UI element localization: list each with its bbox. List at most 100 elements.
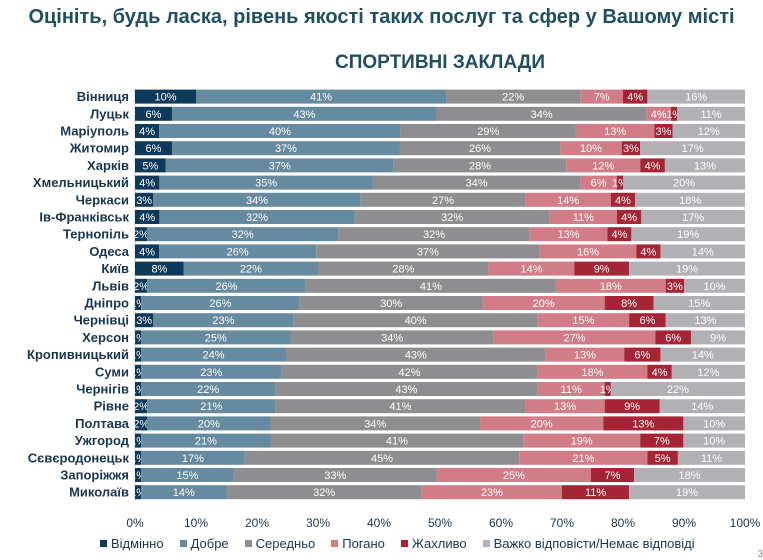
bar-rect [135, 192, 154, 207]
bar-segment: 14% [660, 244, 745, 259]
data-label: 32% [232, 229, 254, 241]
bar-rect [664, 158, 745, 173]
data-label: 13% [694, 315, 716, 327]
data-label: 28% [469, 160, 491, 172]
data-label: 4% [611, 229, 627, 241]
bar-rect [135, 89, 196, 104]
bar-segment: 3% [621, 141, 641, 156]
bar-rect [135, 296, 142, 310]
bar-rect [360, 192, 526, 207]
legend-label: Добре [190, 536, 229, 551]
bar-rect [636, 244, 661, 259]
category-label: Одеса [89, 244, 129, 259]
bar-rect [140, 330, 291, 345]
data-label: 4% [621, 212, 637, 224]
bar-rect [574, 261, 630, 276]
data-label: 35% [255, 178, 277, 190]
data-label: 20% [533, 298, 555, 310]
bar-rect [560, 141, 622, 156]
bar-segment: 15% [141, 468, 234, 482]
bar-rect [135, 330, 141, 345]
bar-segment: 26% [159, 244, 317, 259]
bar-segment: 13% [575, 124, 655, 138]
bar-segment: 5% [135, 158, 166, 173]
data-label: 7% [605, 470, 621, 482]
bar-rect [159, 124, 401, 138]
bar-rect [399, 141, 561, 156]
bar-segment: 34% [270, 416, 481, 431]
data-label: 15% [176, 470, 198, 482]
x-tick-label: 0% [126, 516, 144, 530]
bar-rect [275, 382, 538, 396]
data-label: 16% [685, 92, 707, 104]
category-label: Рівне [94, 399, 129, 414]
legend-swatch [100, 540, 107, 547]
bar-segment: 11% [549, 210, 617, 224]
data-label: 12% [698, 126, 720, 138]
bar-rect [305, 278, 556, 293]
bar-rect [135, 450, 142, 465]
bar-rect [226, 485, 422, 500]
bar-segment: 25% [436, 468, 591, 482]
bar-segment: 34% [153, 192, 361, 207]
bar-segment: 11% [537, 382, 605, 396]
data-label: 11% [561, 384, 582, 396]
bar-segment: 13% [664, 158, 745, 173]
category-label: Сєвєродонецьк [28, 450, 130, 465]
bar-rect [616, 175, 623, 190]
bar-rect [393, 158, 567, 173]
bar-segment: 41% [196, 89, 447, 104]
bar-segment: 18% [635, 192, 745, 207]
data-label: 26% [469, 143, 491, 155]
bar-rect [135, 244, 160, 259]
data-label: 14% [692, 246, 714, 258]
bar-rect [316, 244, 540, 259]
bar-segment: 4% [636, 244, 661, 259]
bar-rect [683, 416, 745, 431]
data-label: 4% [139, 178, 155, 190]
bar-segment: 6% [580, 175, 617, 190]
data-label: 18% [679, 195, 701, 207]
bar-rect [659, 399, 745, 414]
bar-segment: 43% [171, 106, 437, 121]
bar-segment: 40% [293, 313, 538, 328]
bar-rect [153, 313, 294, 328]
category-label: Кропивницький [27, 347, 129, 362]
x-tick-label: 20% [245, 516, 269, 530]
bar-rect [640, 158, 665, 173]
bar-rect [555, 278, 666, 293]
x-tick-label: 40% [367, 516, 391, 530]
x-tick-label: 90% [672, 516, 696, 530]
bar-segment: 5% [647, 450, 678, 465]
data-label: 6% [639, 315, 655, 327]
bar-segment: 9% [604, 399, 660, 414]
bar-rect [629, 485, 745, 500]
bar-segment: 13% [525, 399, 605, 414]
bar-rect [147, 399, 276, 414]
legend: Відмінно Добре Середньо Погано Жахливо Важко … [100, 536, 695, 551]
bar-rect [665, 278, 684, 293]
bar-rect [640, 141, 745, 156]
bar-segment: 25% [140, 330, 291, 345]
bar-rect [141, 296, 300, 310]
bar-segment: 15% [537, 313, 630, 328]
bar-rect [539, 244, 637, 259]
bar-rect [646, 106, 672, 121]
legend-item: Жахливо [400, 536, 467, 551]
bar-segment: 26% [147, 278, 306, 293]
bar-rect [566, 158, 641, 173]
bar-rect [135, 347, 142, 362]
data-label: 14% [557, 195, 579, 207]
bar-segment: 18% [634, 468, 745, 482]
bar-rect [159, 210, 355, 224]
data-label: 10% [703, 418, 725, 430]
bar-rect [293, 313, 538, 328]
data-label: 4% [645, 160, 661, 172]
data-label: 21% [200, 401, 222, 413]
bar-segment: 4% [610, 192, 636, 207]
bar-rect [493, 330, 656, 345]
bar-segment: 7% [590, 468, 635, 482]
data-label: 37% [417, 246, 439, 258]
bar-rect [270, 416, 481, 431]
bar-rect [631, 227, 745, 242]
